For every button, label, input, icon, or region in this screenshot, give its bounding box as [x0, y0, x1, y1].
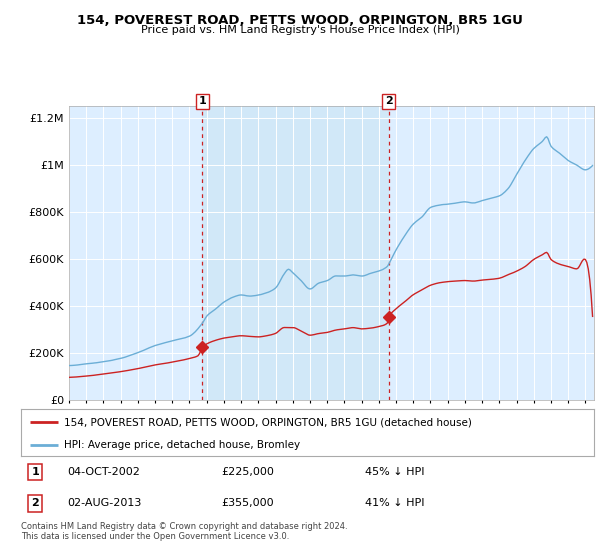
Text: 1: 1 — [31, 467, 39, 477]
Text: Contains HM Land Registry data © Crown copyright and database right 2024.
This d: Contains HM Land Registry data © Crown c… — [21, 522, 347, 542]
Text: £225,000: £225,000 — [221, 467, 274, 477]
Text: £355,000: £355,000 — [221, 498, 274, 508]
Text: 02-AUG-2013: 02-AUG-2013 — [67, 498, 141, 508]
Text: 2: 2 — [385, 96, 392, 106]
Text: Price paid vs. HM Land Registry's House Price Index (HPI): Price paid vs. HM Land Registry's House … — [140, 25, 460, 35]
Text: 2: 2 — [31, 498, 39, 508]
Text: HPI: Average price, detached house, Bromley: HPI: Average price, detached house, Brom… — [64, 440, 300, 450]
Text: 41% ↓ HPI: 41% ↓ HPI — [365, 498, 424, 508]
Text: 154, POVEREST ROAD, PETTS WOOD, ORPINGTON, BR5 1GU: 154, POVEREST ROAD, PETTS WOOD, ORPINGTO… — [77, 14, 523, 27]
Text: 154, POVEREST ROAD, PETTS WOOD, ORPINGTON, BR5 1GU (detached house): 154, POVEREST ROAD, PETTS WOOD, ORPINGTO… — [64, 417, 472, 427]
Text: 1: 1 — [199, 96, 206, 106]
Text: 04-OCT-2002: 04-OCT-2002 — [67, 467, 140, 477]
Text: 45% ↓ HPI: 45% ↓ HPI — [365, 467, 424, 477]
Bar — [202, 106, 389, 400]
